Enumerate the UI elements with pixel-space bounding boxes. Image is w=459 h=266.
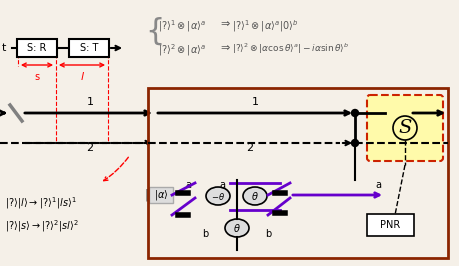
Text: $|?\rangle|s\rangle \rightarrow |?\rangle^2|sl\rangle^2$: $|?\rangle|s\rangle \rightarrow |?\rangl… [5,218,79,234]
Text: $|?\rangle^1\otimes|\alpha\rangle^a$: $|?\rangle^1\otimes|\alpha\rangle^a$ [157,18,206,34]
Text: 1: 1 [86,97,93,107]
Text: $-\theta$: $-\theta$ [211,190,224,202]
Text: S: R: S: R [27,43,46,53]
Text: $|?\rangle^2\otimes|\alpha\rangle^a$: $|?\rangle^2\otimes|\alpha\rangle^a$ [157,42,206,58]
Text: $\theta$: $\theta$ [251,190,258,202]
Text: S: T: S: T [80,43,98,53]
Text: $\Rightarrow$: $\Rightarrow$ [218,42,230,52]
Text: b: b [202,229,207,239]
Text: 2: 2 [246,143,253,153]
Text: a: a [374,180,380,190]
Text: $\{$: $\{$ [145,15,162,47]
Text: $|?\rangle|l\rangle \rightarrow |?\rangle^1|ls\rangle^1$: $|?\rangle|l\rangle \rightarrow |?\rangl… [5,195,77,211]
Circle shape [351,139,358,147]
Text: s: s [34,72,39,82]
Text: PNR: PNR [379,220,399,230]
Text: a: a [185,180,190,190]
Text: $\theta$: $\theta$ [233,222,241,234]
Text: $|\alpha\rangle$: $|\alpha\rangle$ [153,188,168,202]
Text: 2: 2 [86,143,93,153]
Text: S: S [397,119,411,137]
Circle shape [351,110,358,117]
Text: $|\alpha\rangle$: $|\alpha\rangle$ [144,187,162,203]
Text: l: l [80,72,84,82]
Ellipse shape [206,187,230,205]
Text: $|?\rangle^1\otimes|\alpha\rangle^a|0\rangle^b$: $|?\rangle^1\otimes|\alpha\rangle^a|0\ra… [231,18,298,34]
Text: $\Rightarrow$: $\Rightarrow$ [218,18,230,28]
Text: 1: 1 [251,97,258,107]
Text: $|?\rangle^2\otimes|\alpha\cos\theta\rangle^a|-i\alpha\sin\theta\rangle^b$: $|?\rangle^2\otimes|\alpha\cos\theta\ran… [231,42,348,56]
Ellipse shape [242,187,266,205]
Ellipse shape [224,219,248,237]
FancyBboxPatch shape [366,95,442,161]
Text: a: a [218,180,224,190]
FancyBboxPatch shape [17,39,57,57]
Text: t: t [2,43,6,53]
FancyBboxPatch shape [69,39,109,57]
FancyBboxPatch shape [149,187,173,203]
FancyBboxPatch shape [366,214,413,236]
Text: b: b [264,229,270,239]
